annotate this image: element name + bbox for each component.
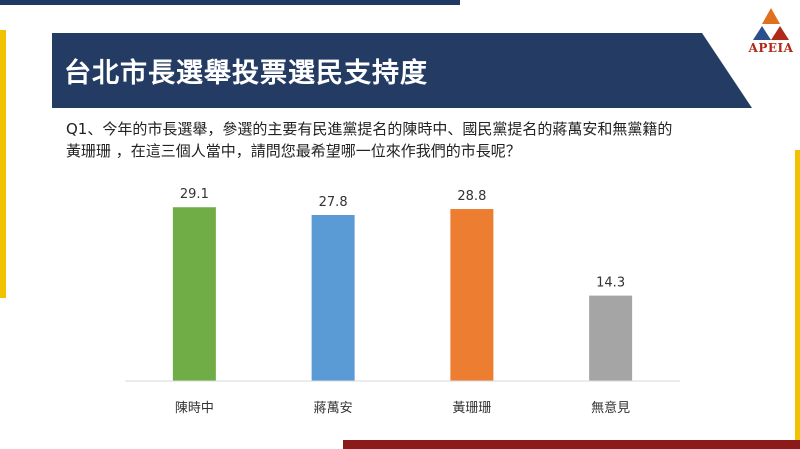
bottom-accent-bar [343,440,800,449]
question-line-2: 黃珊珊 ，在這三個人當中，請問您最希望哪一位來作我們的市長呢？ [66,142,521,160]
logo-text: APEIA [748,41,794,55]
bar-2 [311,214,355,381]
category-label-2: 蔣萬安 [314,401,353,416]
bar-3 [450,209,494,381]
page-title: 台北市長選舉投票選民支持度 [64,58,428,89]
title-banner: 台北市長選舉投票選民支持度 [52,33,752,108]
question-line-1: Q1、今年的市長選舉，參選的主要有民進黨提名的陳時中、國民黨提名的蔣萬安和無黨籍… [66,120,673,138]
value-label-4: 14.3 [596,276,625,291]
left-accent-stripe [0,30,6,298]
apeia-logo: APEIA [744,4,798,58]
survey-question: Q1、今年的市長選舉，參選的主要有民進黨提名的陳時中、國民黨提名的蔣萬安和無黨籍… [66,118,766,162]
value-label-2: 27.8 [319,195,348,210]
value-label-1: 29.1 [180,187,209,202]
category-label-1: 陳時中 [175,401,214,416]
category-label-3: 黃珊珊 [452,401,491,416]
top-accent-bar [0,0,460,5]
right-accent-stripe [795,150,800,440]
category-label-4: 無意見 [591,400,630,416]
bar-4 [589,295,633,381]
bar-1 [172,207,216,381]
value-label-3: 28.8 [457,189,486,204]
logo-mark-icon [753,8,789,40]
